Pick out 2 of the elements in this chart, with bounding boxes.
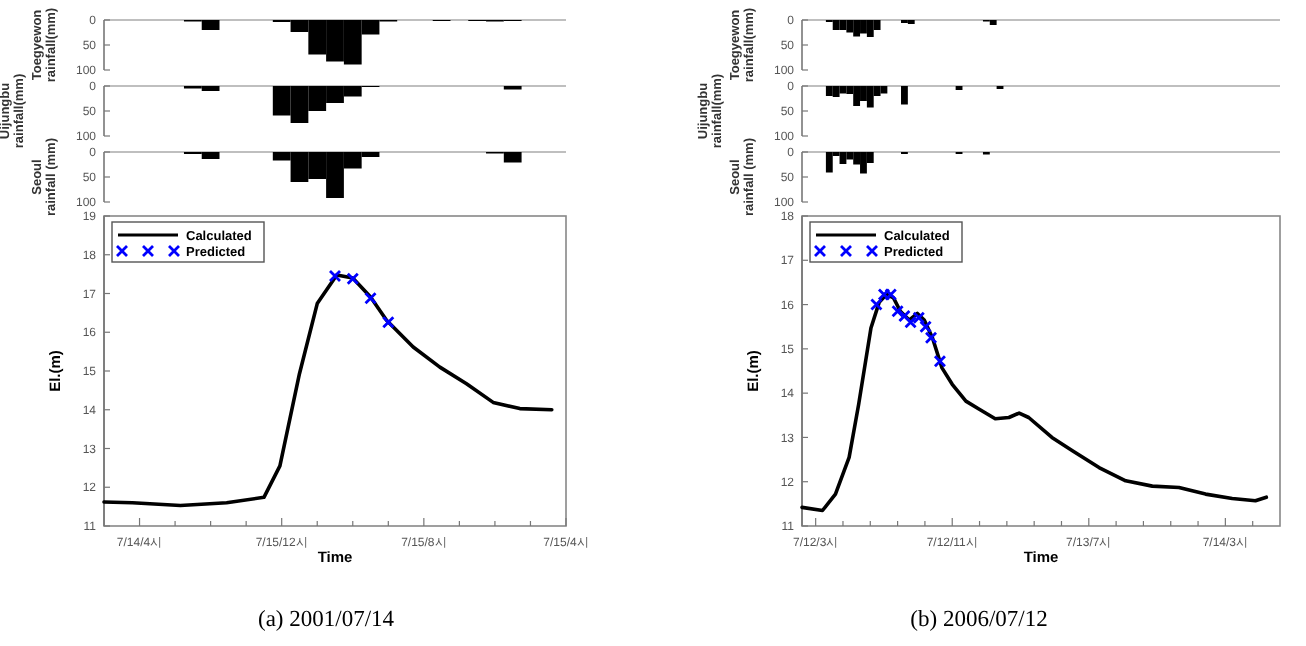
annotation: (a) 2001/07/14 (257, 608, 395, 632)
annotation: (b) 2006/07/12 (910, 608, 1048, 632)
